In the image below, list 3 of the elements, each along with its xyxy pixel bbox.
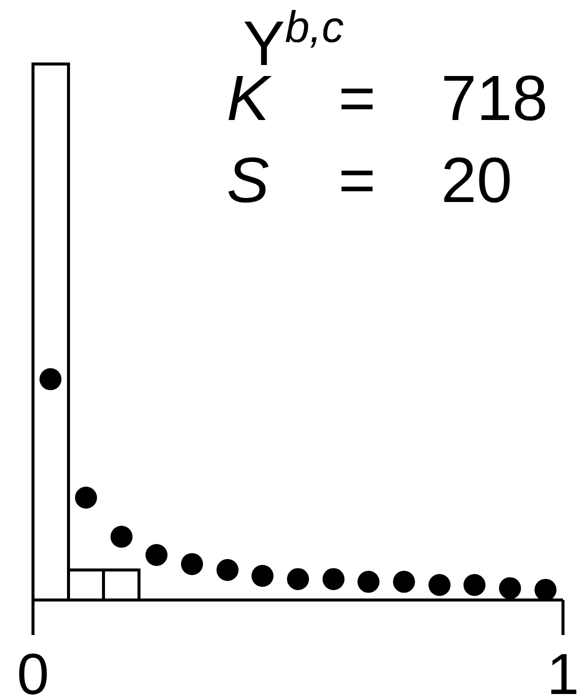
x-tick-label: 0 [16, 642, 50, 698]
annotation: S = 20 [226, 144, 512, 216]
x-tick-label: 1 [546, 642, 580, 698]
